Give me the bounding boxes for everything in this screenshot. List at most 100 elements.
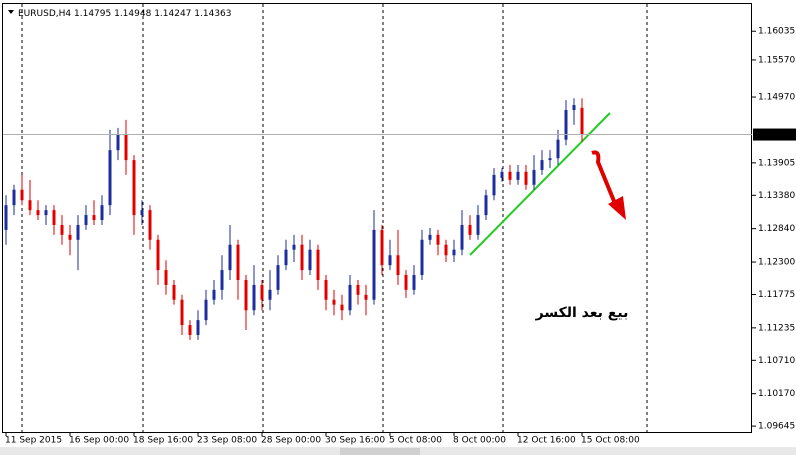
candle-body bbox=[396, 255, 400, 276]
candle-body bbox=[100, 205, 104, 221]
candle-body bbox=[116, 134, 120, 151]
candle-body bbox=[300, 244, 304, 271]
candle-body bbox=[308, 249, 312, 271]
candle-body bbox=[276, 265, 280, 290]
candle-body bbox=[236, 244, 240, 280]
candle-body bbox=[404, 275, 408, 290]
candle-body bbox=[572, 105, 576, 111]
candle-body bbox=[60, 224, 64, 235]
arrow bbox=[591, 150, 626, 220]
candle-body bbox=[492, 174, 496, 196]
y-tick-label: 1.15570 bbox=[758, 55, 795, 65]
candle-body bbox=[228, 244, 232, 271]
candle-body bbox=[348, 284, 352, 311]
candle-body bbox=[428, 234, 432, 240]
candle-body bbox=[244, 279, 248, 311]
annotation: بيع بعد الكسر bbox=[535, 305, 629, 321]
candle-body bbox=[564, 110, 568, 140]
x-tick-label: 5 Oct 08:00 bbox=[389, 436, 442, 446]
candle-body bbox=[172, 284, 176, 300]
candle-body bbox=[260, 284, 264, 300]
candle-body bbox=[372, 229, 376, 300]
candle-body bbox=[556, 139, 560, 159]
candle-body bbox=[476, 215, 480, 235]
candle-body bbox=[148, 210, 152, 240]
y-tick-label: 1.13905 bbox=[758, 158, 795, 168]
x-tick-label: 28 Sep 00:00 bbox=[261, 436, 321, 446]
candle-body bbox=[484, 195, 488, 216]
close-value: 1.14363 bbox=[194, 9, 231, 19]
candle-body bbox=[44, 210, 48, 216]
candle-body bbox=[84, 215, 88, 225]
trendline bbox=[469, 112, 611, 256]
candle-body bbox=[364, 294, 368, 300]
candle-body bbox=[28, 200, 32, 211]
plot-frame bbox=[2, 3, 752, 433]
y-tick-label: 1.11775 bbox=[758, 290, 795, 300]
y-tick-label: 1.14970 bbox=[758, 93, 795, 103]
candle-body bbox=[524, 171, 528, 185]
high-value: 1.14948 bbox=[114, 9, 151, 19]
candle-body bbox=[468, 224, 472, 235]
candle-body bbox=[196, 320, 200, 335]
period-separators bbox=[21, 4, 648, 432]
current-price-label: 1.14363 bbox=[758, 130, 795, 140]
candle-body bbox=[124, 134, 128, 161]
y-tick-label: 1.12840 bbox=[758, 224, 795, 234]
arrow-head bbox=[608, 196, 626, 220]
candle-body bbox=[252, 284, 256, 311]
candle-body bbox=[332, 299, 336, 305]
candle-body bbox=[580, 107, 584, 135]
candle-body bbox=[180, 299, 184, 326]
y-tick-label: 1.12300 bbox=[758, 258, 795, 268]
candle-body bbox=[108, 150, 112, 206]
y-tick-label: 1.10710 bbox=[758, 356, 795, 366]
candle-body bbox=[380, 229, 384, 266]
x-tick-label: 23 Sep 08:00 bbox=[197, 436, 257, 446]
candle-body bbox=[268, 289, 272, 300]
candle-body bbox=[548, 158, 552, 161]
x-tick-label: 11 Sep 2015 bbox=[5, 436, 62, 446]
candle-body bbox=[508, 171, 512, 180]
symbol-info: EURUSD,H4 1.14795 1.14948 1.14247 1.1436… bbox=[18, 9, 232, 19]
candle-body bbox=[340, 304, 344, 311]
candles bbox=[4, 98, 584, 340]
candle-body bbox=[532, 169, 536, 185]
y-tick-label: 1.16035 bbox=[758, 27, 795, 37]
candle-body bbox=[52, 210, 56, 225]
candle-body bbox=[132, 160, 136, 216]
scroll-tab[interactable] bbox=[340, 448, 420, 455]
candle-body bbox=[212, 289, 216, 300]
candle-body bbox=[284, 249, 288, 266]
y-tick-label: 1.10170 bbox=[758, 389, 795, 399]
candle-body bbox=[220, 270, 224, 290]
x-tick-label: 12 Oct 16:00 bbox=[517, 436, 576, 446]
candle-body bbox=[20, 189, 24, 201]
candle-body bbox=[460, 224, 464, 250]
candle-body bbox=[444, 244, 448, 256]
current-price-box bbox=[753, 128, 796, 141]
candle-body bbox=[316, 249, 320, 280]
candle-body bbox=[412, 275, 416, 290]
candle-body bbox=[92, 215, 96, 221]
candle-body bbox=[436, 234, 440, 245]
x-tick-label: 15 Oct 08:00 bbox=[581, 436, 640, 446]
x-tick-label: 8 Oct 00:00 bbox=[453, 436, 506, 446]
candle-body bbox=[188, 325, 192, 335]
menu-triangle[interactable] bbox=[8, 10, 14, 14]
candle-body bbox=[12, 189, 16, 206]
candle-body bbox=[516, 171, 520, 180]
candle-body bbox=[324, 279, 328, 300]
y-tick-label: 1.09645 bbox=[758, 422, 795, 432]
x-tick-label: 18 Sep 16:00 bbox=[133, 436, 193, 446]
candle-body bbox=[540, 160, 544, 170]
low-value: 1.14247 bbox=[154, 9, 191, 19]
open-value: 1.14795 bbox=[74, 9, 111, 19]
candle-body bbox=[452, 249, 456, 256]
y-tick-label: 1.13380 bbox=[758, 191, 795, 201]
candle-body bbox=[156, 239, 160, 271]
x-tick-label: 30 Sep 16:00 bbox=[325, 436, 385, 446]
candle-body bbox=[500, 171, 504, 178]
